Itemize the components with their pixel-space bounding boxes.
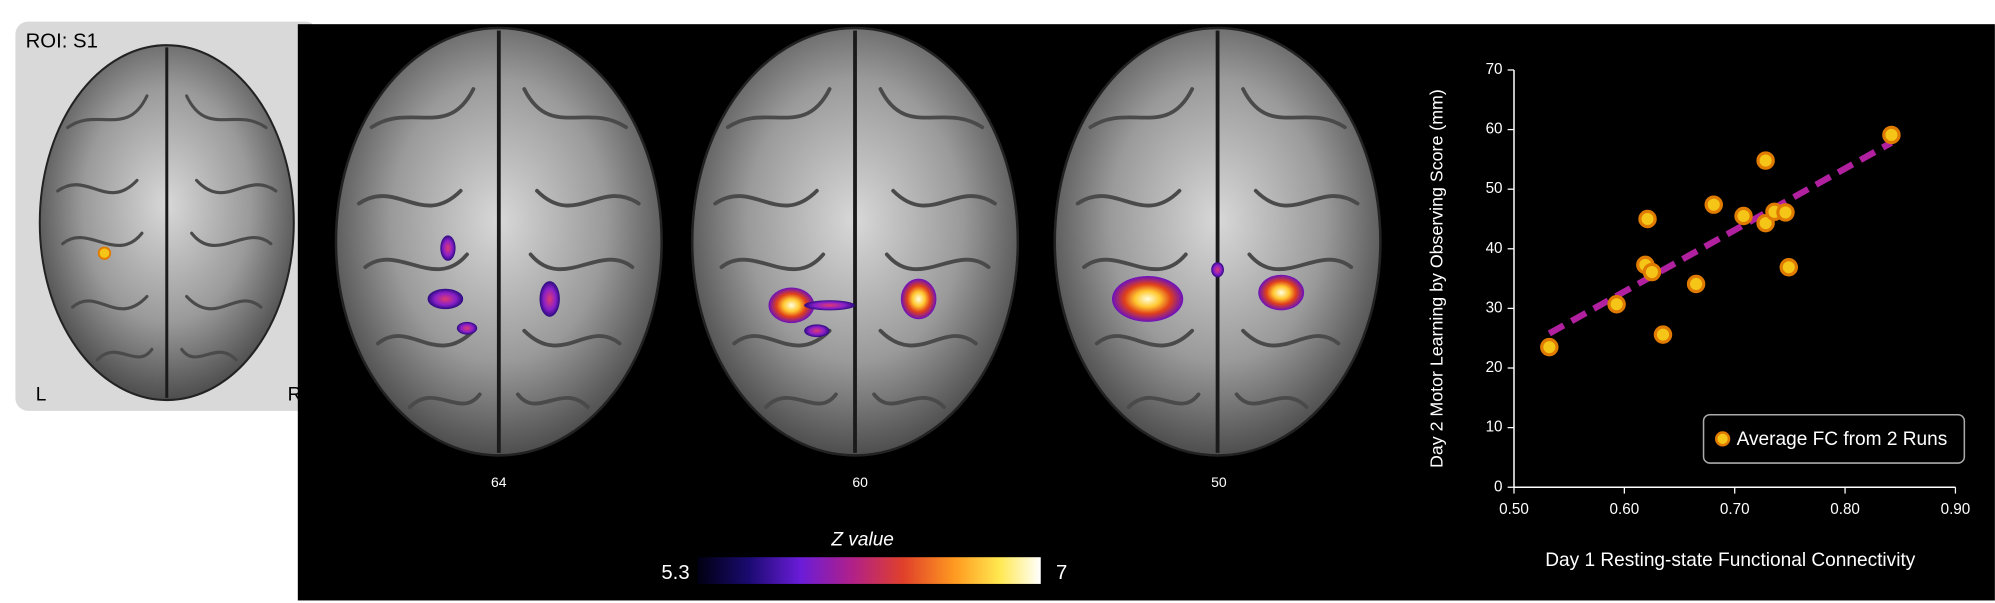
scatter-point [1779, 258, 1799, 277]
roi-left-label: L [36, 385, 47, 406]
y-tick-label: 50 [1486, 180, 1503, 197]
legend-marker [1714, 431, 1731, 447]
scatter-point [1686, 274, 1706, 294]
x-tick-label: 0.60 [1610, 501, 1640, 518]
scatter-point [1540, 337, 1559, 357]
scatter-point [1704, 195, 1723, 214]
legend-label: Average FC from 2 Runs [1737, 429, 1948, 450]
colorbar-title: Z value [830, 530, 894, 551]
brain-slice [1052, 26, 1383, 458]
scatter-point [1607, 295, 1626, 314]
y-tick-label: 20 [1486, 359, 1503, 376]
x-tick-label: 0.80 [1830, 501, 1860, 518]
y-tick-label: 70 [1486, 61, 1503, 78]
y-tick-label: 10 [1486, 419, 1503, 436]
scatter-point [1653, 325, 1673, 344]
brain-slice [334, 26, 664, 458]
roi-marker [97, 246, 112, 260]
x-tick-label: 0.90 [1941, 501, 1971, 518]
roi-brain [38, 43, 296, 402]
scatter-point [1638, 209, 1657, 229]
colorbar-min: 5.3 [661, 562, 689, 584]
scatter-point [1776, 203, 1795, 222]
y-tick-label: 30 [1486, 299, 1503, 316]
trend-line [1547, 139, 1893, 337]
roi-title: ROI: S1 [26, 30, 98, 52]
y-tick-label: 0 [1494, 478, 1502, 495]
scatter-point [1642, 262, 1662, 282]
x-tick-label: 0.70 [1720, 501, 1750, 518]
scatter-point [1882, 125, 1901, 145]
scatter-point [1734, 206, 1753, 226]
brain-slice [690, 26, 1020, 458]
y-tick-label: 60 [1486, 121, 1503, 138]
slice-label: 60 [852, 474, 868, 490]
x-tick-label: 0.50 [1499, 501, 1529, 518]
slice-label: 50 [1211, 474, 1227, 490]
legend-box [1702, 413, 1966, 464]
x-axis-title: Day 1 Resting-state Functional Connectiv… [1545, 550, 1916, 571]
y-tick-label: 40 [1486, 240, 1503, 257]
colorbar-max: 7 [1056, 562, 1067, 584]
y-axis-title: Day 2 Motor Learning by Observing Score … [1426, 89, 1446, 468]
colorbar [697, 557, 1041, 584]
slice-label: 64 [491, 474, 507, 490]
scatter-point [1756, 151, 1775, 170]
